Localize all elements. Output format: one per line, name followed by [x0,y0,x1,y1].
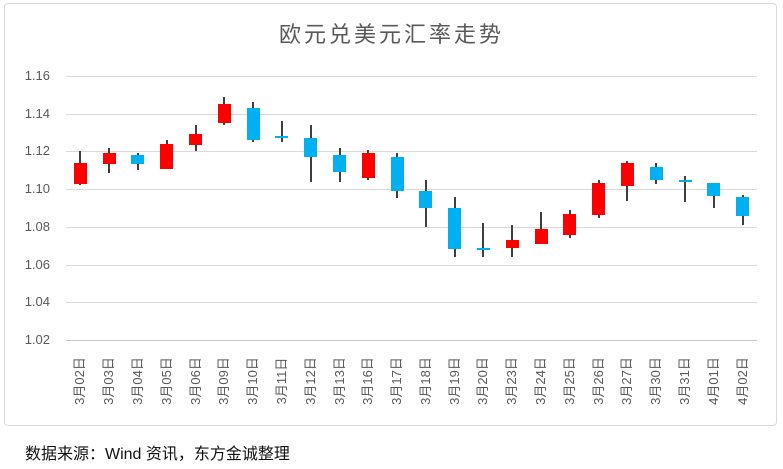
gridline [66,340,757,341]
gridline [66,114,757,115]
gridline [66,151,757,152]
y-tick-label: 1.06 [24,257,50,272]
candle-19-up [621,163,634,186]
candle-wick-21 [684,176,686,202]
chart-title: 欧元兑美元汇率走势 [278,23,504,48]
candle-1-up [103,153,116,164]
candle-15-up [506,240,519,248]
x-tick-label: 3月17日 [389,357,404,405]
x-tick-label: 3月06日 [188,357,203,405]
candle-11-down [391,157,404,191]
x-tick-label: 3月10日 [245,357,260,405]
candle-22-down [707,183,720,196]
y-tick-label: 1.04 [24,294,50,309]
candle-14-down [477,248,490,250]
y-tick-label: 1.16 [24,68,50,83]
candle-5-up [218,104,231,123]
candle-17-up [563,214,576,235]
gridline [66,227,757,228]
candle-0-up [74,163,87,184]
source-note: 数据来源：Wind 资讯，东方金诚整理 [25,446,290,463]
candle-7-down [275,136,288,138]
gridline [66,76,757,77]
x-tick-label: 3月16日 [360,357,375,405]
x-tick-label: 3月13日 [332,357,347,405]
x-tick-label: 3月30日 [648,357,663,405]
y-tick-label: 1.12 [24,143,50,158]
y-tick-label: 1.02 [24,332,50,347]
candle-6-down [247,108,260,140]
candle-wick-16 [540,212,542,244]
gridline [66,189,757,190]
candle-18-up [592,183,605,215]
x-tick-label: 4月01日 [706,357,721,405]
x-tick-label: 3月04日 [130,357,145,405]
x-tick-label: 3月09日 [216,357,231,405]
x-tick-label: 3月23日 [504,357,519,405]
candle-8-down [304,138,317,157]
candle-21-down [679,180,692,182]
x-tick-label: 3月26日 [591,357,606,405]
x-tick-label: 3月05日 [159,357,174,405]
x-tick-label: 3月18日 [418,357,433,405]
y-tick-label: 1.08 [24,219,50,234]
candle-23-down [736,197,749,216]
candle-3-up [160,144,173,169]
x-tick-label: 3月24日 [533,357,548,405]
y-tick-label: 1.14 [24,106,50,121]
gridline [66,265,757,266]
candle-2-down [131,155,144,164]
candle-9-down [333,155,346,172]
x-tick-label: 3月31日 [677,357,692,405]
x-tick-label: 3月02日 [72,357,87,405]
y-tick-label: 1.10 [24,181,50,196]
x-tick-label: 3月19日 [447,357,462,405]
gridline [66,302,757,303]
candle-wick-14 [482,223,484,257]
x-tick-label: 3月27日 [619,357,634,405]
chart-frame [4,3,777,426]
x-tick-label: 3月25日 [562,357,577,405]
candle-16-up [535,229,548,244]
candle-20-down [650,167,663,180]
x-tick-label: 3月03日 [101,357,116,405]
x-tick-label: 3月11日 [274,357,289,405]
candle-4-up [189,134,202,145]
x-tick-label: 3月12日 [303,357,318,405]
candle-13-down [448,208,461,249]
candle-10-up [362,153,375,178]
x-tick-label: 3月20日 [475,357,490,405]
candle-12-down [419,191,432,208]
x-tick-label: 4月02日 [735,357,750,405]
candle-wick-7 [281,121,283,142]
